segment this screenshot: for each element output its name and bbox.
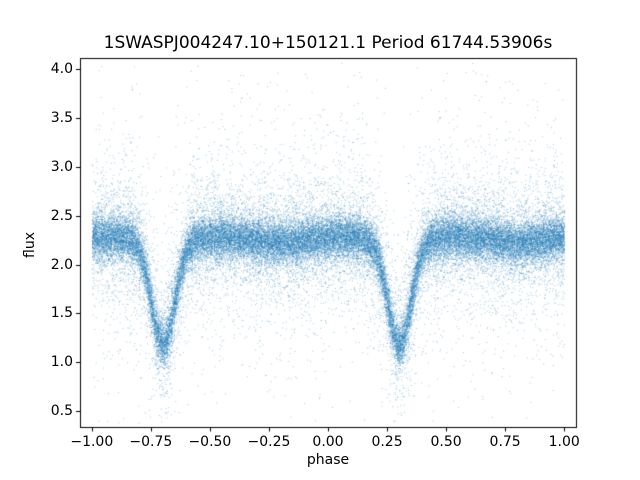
y-tick-label: 2.0 (50, 256, 73, 273)
y-tick-label: 4.0 (50, 60, 73, 77)
x-tick-label: 1.00 (548, 434, 580, 450)
x-axis-label: phase (306, 452, 350, 468)
x-tick-label: 0.50 (430, 434, 462, 450)
y-tick-label: 3.0 (50, 158, 73, 175)
x-tick-label: 0.00 (312, 434, 344, 450)
y-tick-label: 3.5 (50, 109, 73, 126)
y-tick-label: 0.5 (50, 403, 73, 420)
y-tick-label: 1.0 (50, 354, 73, 371)
y-axis-label: flux (22, 232, 38, 258)
y-tick-label: 2.5 (50, 207, 73, 224)
y-tick-label: 1.5 (50, 305, 73, 322)
x-tick-label: 0.75 (489, 434, 521, 450)
x-tick-label: −0.25 (247, 434, 291, 450)
x-tick-label: 0.25 (371, 434, 403, 450)
x-tick-label: −1.00 (70, 434, 114, 450)
x-tick-label: −0.50 (188, 434, 232, 450)
x-tick-label: −0.75 (129, 434, 173, 450)
chart-title: 1SWASPJ004247.10+150121.1 Period 61744.5… (103, 33, 553, 53)
